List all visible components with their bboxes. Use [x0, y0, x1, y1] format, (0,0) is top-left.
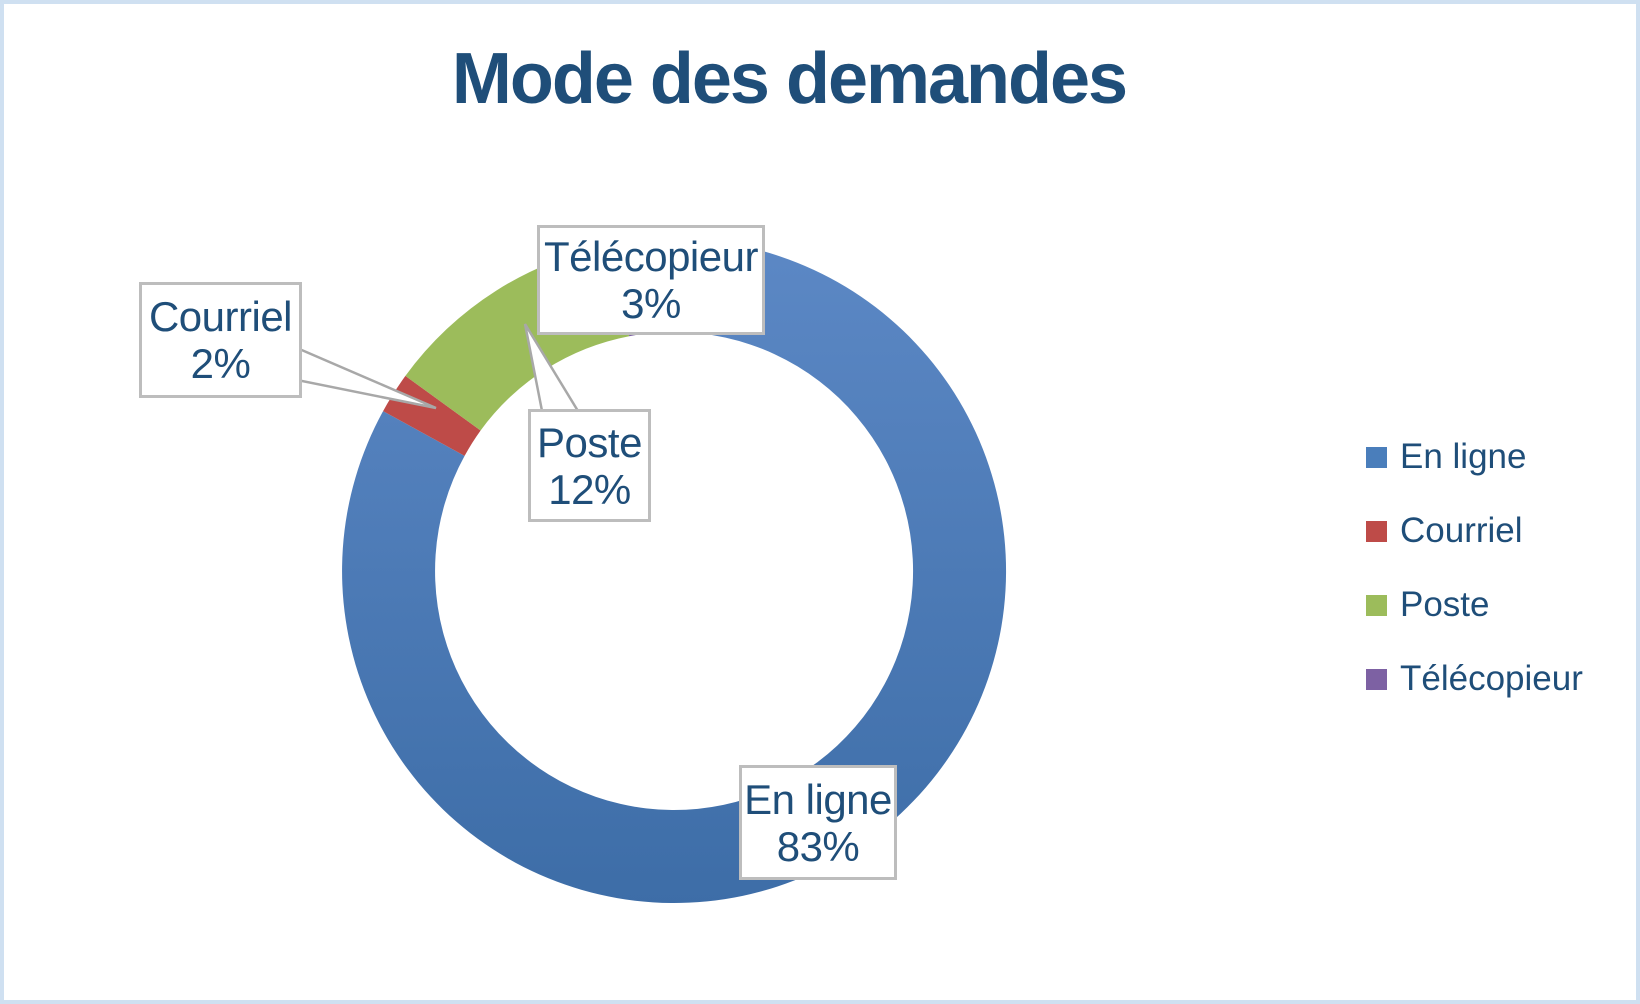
legend-item-en-ligne[interactable]: En ligne — [1366, 437, 1583, 476]
legend-item-telecopieur[interactable]: Télécopieur — [1366, 659, 1583, 698]
legend-label-telecopieur: Télécopieur — [1400, 659, 1583, 698]
data-label-en-ligne: En ligne 83% — [739, 765, 897, 880]
chart-title: Mode des demandes — [451, 39, 1128, 119]
data-label-poste-pct: 12% — [548, 465, 631, 513]
data-label-courriel-name: Courriel — [148, 293, 293, 340]
data-label-telecopieur-name: Télécopieur — [544, 233, 758, 280]
data-label-telecopieur-pct: 3% — [621, 280, 681, 327]
data-label-en-ligne-name: En ligne — [744, 775, 892, 823]
legend-label-en-ligne: En ligne — [1400, 437, 1527, 476]
donut-slices — [342, 239, 1007, 903]
legend-swatch-en-ligne — [1366, 446, 1387, 468]
legend-swatch-telecopieur — [1366, 668, 1387, 690]
data-label-en-ligne-pct: 83% — [776, 822, 860, 870]
data-label-poste: Poste 12% — [528, 409, 651, 522]
legend-label-courriel: Courriel — [1400, 511, 1523, 550]
legend-swatch-poste — [1366, 594, 1387, 616]
legend-item-courriel[interactable]: Courriel — [1366, 511, 1583, 550]
data-label-courriel-pct: 2% — [190, 340, 251, 387]
data-label-courriel: Courriel 2% — [139, 282, 302, 398]
legend-item-poste[interactable]: Poste — [1366, 585, 1583, 624]
data-label-telecopieur: Télécopieur 3% — [537, 225, 765, 335]
legend-swatch-courriel — [1366, 520, 1387, 542]
chart-legend: En ligne Courriel Poste Télécopieur — [1366, 437, 1583, 735]
data-label-poste-name: Poste — [537, 418, 642, 466]
legend-label-poste: Poste — [1400, 585, 1490, 624]
